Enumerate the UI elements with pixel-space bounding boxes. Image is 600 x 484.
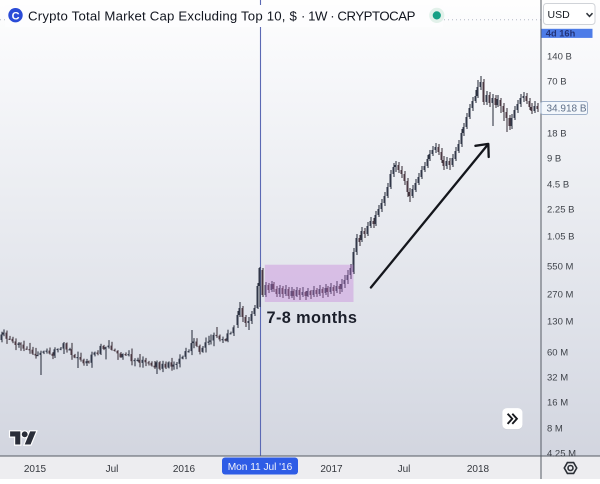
svg-text:Jul: Jul: [398, 464, 411, 475]
svg-text:Crypto Total Market Cap Exclud: Crypto Total Market Cap Excluding Top 10…: [28, 9, 298, 24]
svg-text:4d 16h: 4d 16h: [546, 28, 576, 38]
svg-text:70 B: 70 B: [547, 76, 567, 87]
svg-text:8 M: 8 M: [547, 423, 563, 434]
svg-text:2017: 2017: [320, 464, 343, 475]
svg-text:130 M: 130 M: [547, 316, 573, 327]
svg-text:9 B: 9 B: [547, 153, 561, 164]
svg-text:7-8 months: 7-8 months: [267, 309, 358, 327]
svg-text:Jul: Jul: [106, 464, 119, 475]
svg-text:1.05 B: 1.05 B: [547, 231, 574, 242]
svg-text:32 M: 32 M: [547, 372, 568, 383]
svg-text:18 B: 18 B: [547, 128, 567, 139]
svg-text:60 M: 60 M: [547, 347, 568, 358]
svg-text:2018: 2018: [467, 464, 490, 475]
svg-text:Mon 11 Jul '16: Mon 11 Jul '16: [228, 462, 293, 473]
svg-text:550 M: 550 M: [547, 261, 573, 272]
svg-text:4.5 B: 4.5 B: [547, 179, 569, 190]
svg-text:· 1W · CRYPTOCAP: · 1W · CRYPTOCAP: [301, 9, 416, 24]
svg-text:2016: 2016: [173, 464, 196, 475]
svg-text:2015: 2015: [24, 464, 47, 475]
svg-text:16 M: 16 M: [547, 397, 568, 408]
svg-text:34.918 B: 34.918 B: [547, 103, 587, 114]
svg-text:270 M: 270 M: [547, 289, 573, 300]
svg-text:4.25 M: 4.25 M: [547, 448, 576, 459]
svg-text:USD: USD: [548, 9, 571, 21]
svg-text:C: C: [12, 10, 20, 22]
svg-text:2.25 B: 2.25 B: [547, 204, 574, 215]
svg-text:140 B: 140 B: [547, 51, 572, 62]
